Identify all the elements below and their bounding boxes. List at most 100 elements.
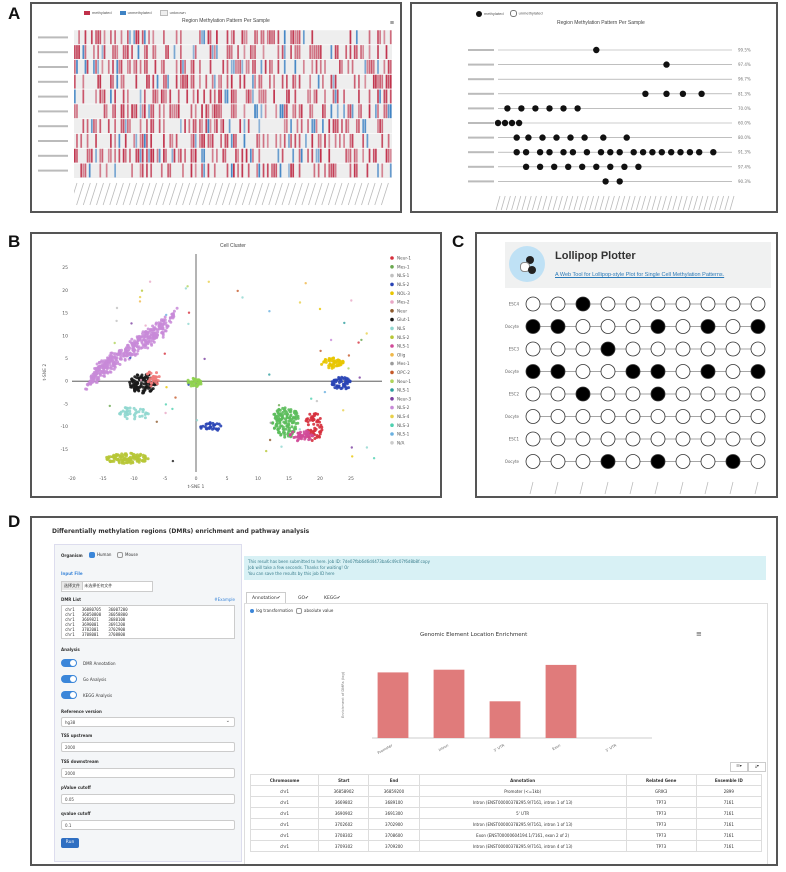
position-label-mark xyxy=(579,481,584,495)
menu-icon[interactable]: ≡ xyxy=(389,20,394,27)
column-header[interactable]: Annotation xyxy=(418,774,627,786)
qvalue-cutoff-input[interactable]: 0.1 xyxy=(61,820,235,830)
heatmap-cell xyxy=(152,104,155,119)
dmr-textarea[interactable]: chr1 36080705 36007200 chr1 36050800 360… xyxy=(61,605,235,639)
heatmap-cell xyxy=(184,59,186,74)
chevron-down-icon: ⌄ xyxy=(225,718,230,724)
legend-marker xyxy=(390,265,394,269)
heatmap-cell xyxy=(334,89,337,104)
cell-point xyxy=(132,452,136,456)
heatmap-cell xyxy=(264,59,267,74)
heatmap-cell xyxy=(122,148,125,163)
cell-point xyxy=(113,362,117,366)
methylated-dot xyxy=(616,178,623,185)
heatmap-cell xyxy=(180,44,182,59)
plotter-subtitle[interactable]: A Web Tool for Lollipop-style Plot for S… xyxy=(555,272,725,278)
row-label-mark xyxy=(38,80,68,83)
run-button[interactable]: Run xyxy=(61,838,79,848)
row-label: Oocyte xyxy=(505,414,520,419)
tab-go[interactable]: GO✔ xyxy=(292,592,315,604)
cell-point xyxy=(131,353,135,356)
position-label-mark xyxy=(662,195,667,211)
heatmap-cell xyxy=(286,104,288,119)
heatmap-cell xyxy=(84,44,87,59)
heatmap-cell xyxy=(152,74,155,89)
kegg-analysis-toggle[interactable] xyxy=(61,691,77,699)
column-header[interactable]: Chromosome xyxy=(249,774,320,786)
tss-downstream-input[interactable]: 2000 xyxy=(61,768,235,778)
choose-file-button[interactable]: 选择文件 xyxy=(62,582,83,590)
heatmap-cell xyxy=(311,148,314,163)
unmethylated-dot xyxy=(675,454,691,469)
check-icon: ✔ xyxy=(336,596,341,601)
heatmap-cell xyxy=(389,59,392,74)
heatmap-cell xyxy=(86,133,89,148)
heatmap-cell xyxy=(379,30,381,45)
position-label-mark xyxy=(703,195,709,211)
cell-point xyxy=(128,380,132,384)
heatmap-cell xyxy=(228,44,231,59)
tss-upstream-input[interactable]: 2000 xyxy=(61,742,235,752)
cell-point xyxy=(141,332,144,336)
cell-point xyxy=(160,330,164,334)
cell-point xyxy=(152,340,156,344)
heatmap-cell xyxy=(275,163,278,178)
col-label-mark xyxy=(374,182,383,206)
sample-label-mark xyxy=(468,92,494,95)
column-header[interactable]: End xyxy=(368,774,420,786)
column-header[interactable]: Related Gene xyxy=(625,774,697,786)
columns-button[interactable]: ☷▾ xyxy=(730,762,748,772)
percent-label: 96.7% xyxy=(738,77,751,82)
heatmap-cell xyxy=(307,118,309,133)
pvalue-cutoff-input[interactable]: 0.05 xyxy=(61,794,235,804)
cell-point xyxy=(286,431,290,435)
heatmap-cell xyxy=(296,118,299,133)
heatmap-cell xyxy=(122,74,125,89)
legend-label: NLS-2 xyxy=(397,405,410,410)
file-picker[interactable]: 选择文件 未选择任何文件 xyxy=(61,581,153,592)
heatmap-cell xyxy=(190,148,193,163)
heatmap-cell xyxy=(216,118,218,133)
export-button[interactable]: ⤓▾ xyxy=(748,762,766,772)
radio-absolute[interactable]: absolute value xyxy=(296,608,333,614)
methylated-dot xyxy=(602,178,609,185)
cell-point xyxy=(123,452,127,456)
reference-select[interactable]: hg38 ⌄ xyxy=(61,717,235,727)
cell-point xyxy=(151,324,155,328)
heatmap-cell xyxy=(207,30,210,45)
heatmap-col-labels xyxy=(74,182,389,206)
dmr-annotation-toggle[interactable] xyxy=(61,659,77,667)
unmethylated-dot xyxy=(575,454,591,469)
cell-point xyxy=(135,373,139,377)
table-cell: 36859200 xyxy=(368,785,420,797)
row-label-mark xyxy=(38,95,68,98)
cell-point xyxy=(351,455,354,458)
go-analysis-toggle[interactable] xyxy=(61,675,77,683)
tab-kegg[interactable]: KEGG✔ xyxy=(318,592,347,604)
y-tick-label: 15 xyxy=(62,311,68,317)
radio-log[interactable]: log transformation xyxy=(250,608,293,613)
cell-point xyxy=(146,372,150,376)
heatmap-cell xyxy=(313,89,316,104)
radio-human[interactable]: Human xyxy=(89,552,111,558)
radio-mouse[interactable]: Mouse xyxy=(117,552,138,558)
cell-point xyxy=(277,407,281,411)
bar xyxy=(377,672,409,738)
methylated-dot xyxy=(696,149,703,156)
example-link[interactable]: #Example xyxy=(214,597,235,602)
heatmap-cell xyxy=(347,59,350,74)
bar-menu-icon[interactable]: ≡ xyxy=(696,630,702,638)
row-label-mark xyxy=(38,36,68,39)
legend-marker xyxy=(390,423,394,427)
cell-point xyxy=(348,379,352,383)
cell-point xyxy=(124,349,128,352)
column-header[interactable]: Start xyxy=(318,774,370,786)
column-header[interactable]: Ensemble ID xyxy=(695,774,763,786)
legend-marker xyxy=(390,344,394,348)
heatmap-cell xyxy=(169,133,172,148)
tab-annotation[interactable]: Annotation✔ xyxy=(246,592,287,604)
cell-point xyxy=(136,459,140,463)
cell-point xyxy=(108,359,112,363)
table-cell: 7161 xyxy=(695,796,763,808)
col-label-mark xyxy=(89,182,98,206)
